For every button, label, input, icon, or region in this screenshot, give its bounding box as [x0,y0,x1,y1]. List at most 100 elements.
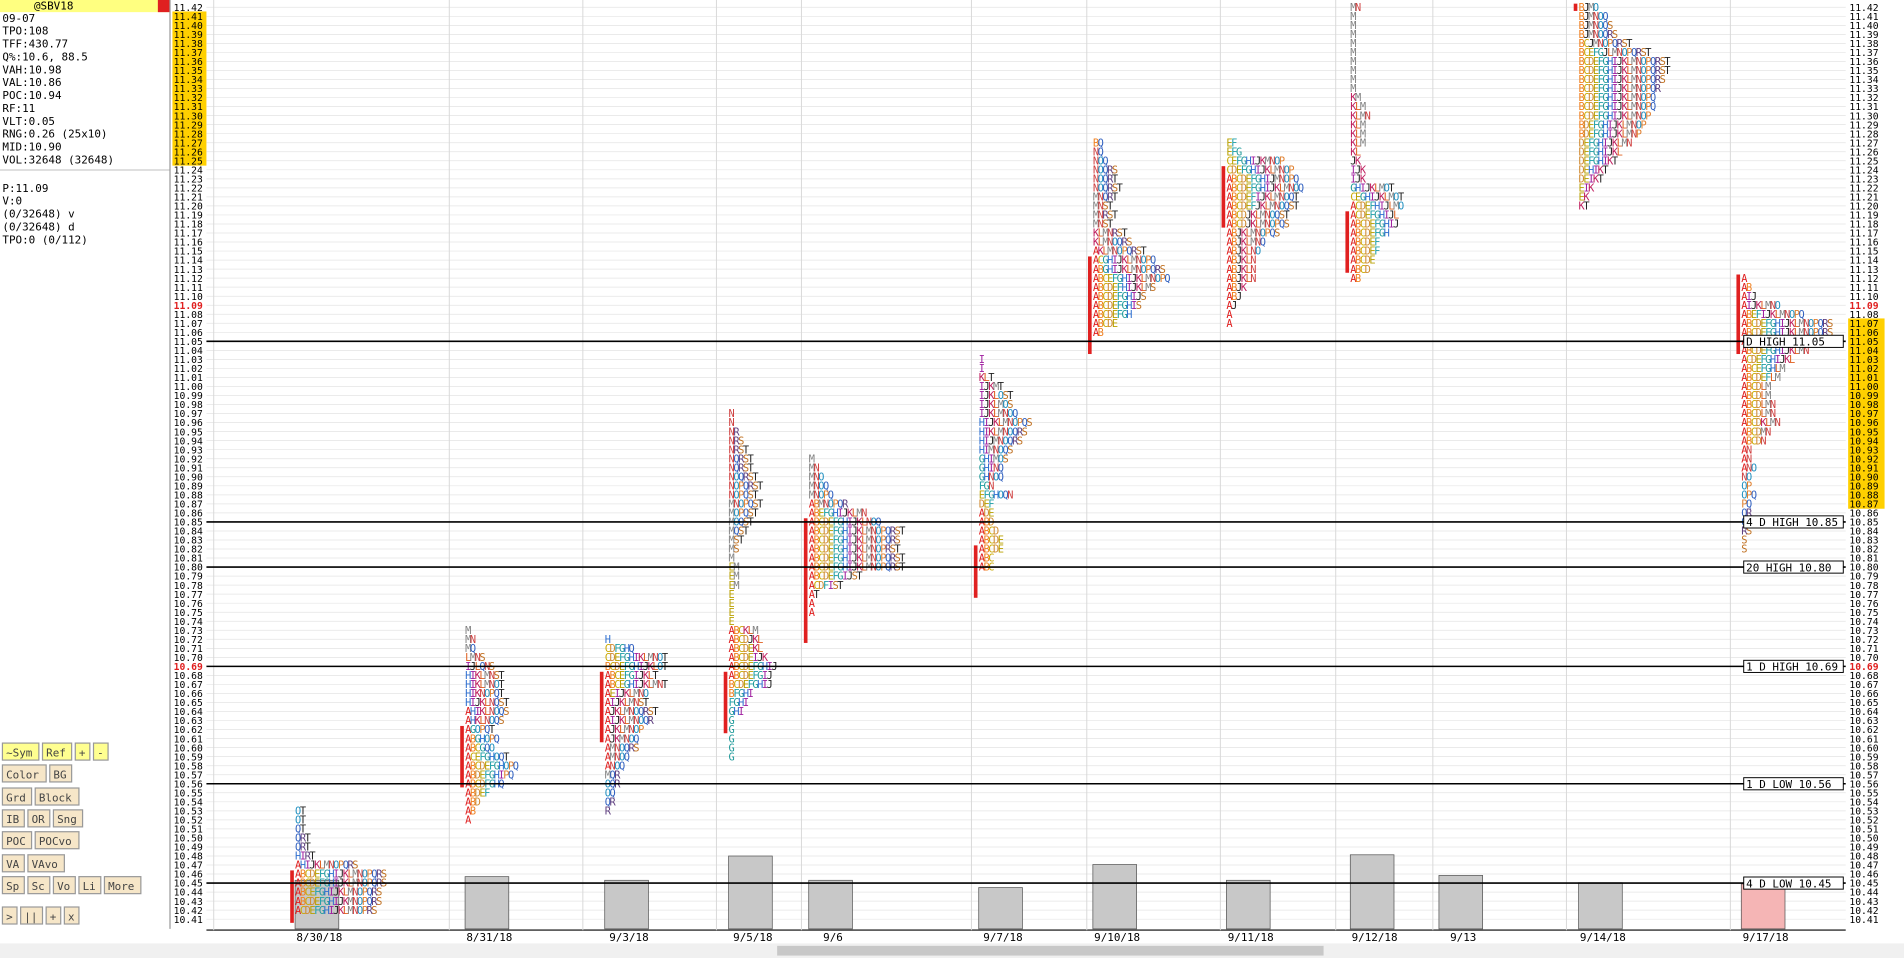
button[interactable] [34,831,80,850]
button[interactable] [1,831,33,850]
button[interactable] [45,906,62,925]
button[interactable] [27,809,51,828]
tpo-row: DEIKT [1579,173,1604,185]
button-label[interactable]: Sng [57,813,77,826]
button-label[interactable]: Vo [57,880,70,893]
tpo-row: IJKLOST [979,390,1014,402]
button-label[interactable]: Ref [46,746,66,759]
tpo-row: KLMN [1350,110,1370,122]
button[interactable] [34,787,80,806]
tpo-row: G [729,751,735,763]
button[interactable] [27,854,65,873]
tpo-row: EIK [1579,183,1596,195]
left-price-label: 11.35 [174,66,203,77]
volume-bar [1438,875,1484,930]
tpo-row: BCDEFGHIJ [729,679,772,691]
button[interactable] [1,742,40,761]
button-label[interactable]: - [97,746,104,759]
button-label[interactable]: Grd [6,791,26,804]
tpo-row: HIKLMNOQRS [979,426,1028,438]
button-label[interactable]: > [6,910,13,923]
left-price-label: 10.97 [174,409,203,420]
date-label: 9/10/18 [1094,931,1140,944]
button[interactable] [1,764,47,783]
button[interactable] [20,906,44,925]
tpo-row: KLM [1350,128,1366,140]
button[interactable] [1,876,25,895]
tpo-row: ABJKLN [1226,255,1256,267]
reference-label-box [1743,777,1844,791]
left-price-label: 10.75 [174,608,203,619]
button-label[interactable]: IB [6,813,20,826]
button[interactable] [92,742,109,761]
button[interactable] [52,876,76,895]
left-price-label: 10.73 [174,626,203,637]
tpo-row: BFGHI [729,688,754,700]
right-price-label: 10.57 [1849,770,1878,781]
button-label[interactable]: ~Sym [6,746,33,759]
quote-line: V:0 [2,195,22,208]
close-button[interactable] [157,0,170,13]
button-label[interactable]: Sp [6,880,19,893]
button[interactable] [78,876,102,895]
tpo-row: ABCDEKL [729,643,764,655]
right-price-label: 11.05 [1849,337,1878,348]
button-label[interactable]: + [79,746,86,759]
right-price-label: 11.37 [1849,48,1878,59]
right-price-label: 10.60 [1849,743,1878,754]
button-label[interactable]: Sc [32,880,45,893]
button[interactable] [49,764,73,783]
right-price-label: 10.54 [1849,797,1878,808]
button-label[interactable]: VA [6,858,20,871]
left-price-label: 11.20 [174,202,203,213]
button[interactable] [27,876,51,895]
right-price-label: 11.15 [1849,247,1878,258]
tpo-row: ABCDJKLMNOPQS [1226,219,1289,231]
button[interactable] [103,876,142,895]
button-label[interactable]: || [24,910,37,923]
tpo-row: GHINQ [979,462,1004,474]
left-price-label: 11.18 [174,220,203,231]
button-label[interactable]: POC [6,835,26,848]
button-label[interactable]: Block [39,791,72,804]
button-label[interactable]: VAvo [32,858,58,871]
button[interactable] [41,742,73,761]
button[interactable] [63,906,80,925]
tpo-row: MQST [729,526,749,538]
button[interactable] [1,809,25,828]
left-price-label: 11.06 [174,328,203,339]
scroll-thumb[interactable] [777,945,1324,956]
date-label: 9/5/18 [733,931,772,944]
tpo-row: BCEFGJLMNOPQRST [1579,47,1652,59]
button-label[interactable]: x [68,910,75,923]
button[interactable] [74,742,91,761]
tpo-row: AIJ [1741,291,1756,303]
left-price-label: 10.63 [174,716,203,727]
right-price-label: 10.63 [1849,716,1878,727]
button-label[interactable]: OR [32,813,46,826]
tpo-row: ABCDJKLMNOQST [1226,210,1289,222]
tpo-row: ABDEFGHIPQ [465,769,514,781]
left-price-label: 10.81 [174,554,203,565]
button-label[interactable]: POCvo [39,835,72,848]
left-price-label: 11.13 [174,265,203,276]
left-price-label: 10.43 [174,897,203,908]
left-price-label: 10.45 [174,879,203,890]
button-label[interactable]: Color [6,768,39,781]
button[interactable] [1,906,18,925]
button[interactable] [1,854,25,873]
right-price-label: 11.34 [1849,75,1878,86]
info-line: VAL:10.86 [2,76,61,89]
tpo-row: NOPQRST [729,480,764,492]
tpo-row: OT [295,805,306,817]
button-label[interactable]: + [50,910,57,923]
tpo-row: ABCDEFGHIJKLMNOPRST [809,544,901,556]
button[interactable] [52,809,84,828]
tpo-row: AB [1093,327,1104,339]
button-label[interactable]: BG [53,768,66,781]
right-price-label: 10.44 [1849,888,1878,899]
button-label[interactable]: More [108,880,134,893]
button[interactable] [1,787,33,806]
button-label[interactable]: Li [83,880,96,893]
